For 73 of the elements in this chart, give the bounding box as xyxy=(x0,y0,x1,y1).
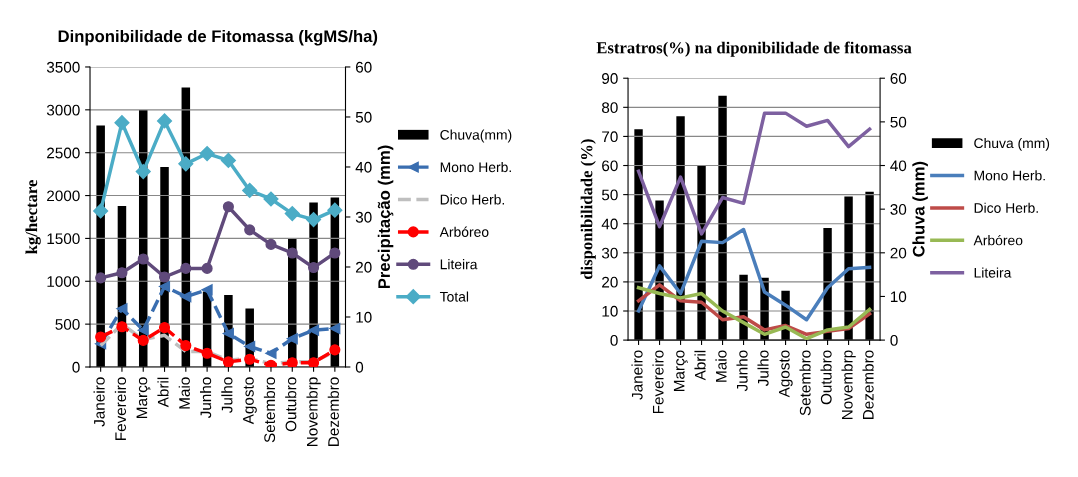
x-tick-label: Junho xyxy=(199,377,212,419)
x-tick-label: Janeiro xyxy=(93,377,105,427)
y2-tick-label: 40 xyxy=(355,161,372,173)
y2-tick-label: 10 xyxy=(890,291,907,303)
y-tick-label: 70 xyxy=(602,131,618,143)
legend-label: Mono Herb. xyxy=(440,161,511,173)
legend-label: Arbóreo xyxy=(439,226,489,237)
y2-tick-label: 30 xyxy=(355,211,372,223)
y-tick-label: 2000 xyxy=(47,190,80,202)
y2-axis-title: Precipitação (mm) xyxy=(377,145,394,289)
y-tick-label: 30 xyxy=(601,247,618,259)
y-axis-title: kg/hectare xyxy=(25,180,41,254)
x-tick-label: Junho xyxy=(736,350,748,392)
legend-label: Total xyxy=(439,291,469,302)
y-tick-label: 40 xyxy=(601,218,618,230)
y-tick-label: 0 xyxy=(610,334,618,346)
y-tick-label: 0 xyxy=(72,361,80,373)
x-tick-label: Fevereiro xyxy=(114,377,127,440)
y2-tick-label: 60 xyxy=(890,73,907,84)
legend-label: Arbóreo xyxy=(973,234,1023,246)
x-tick-label: Julho xyxy=(221,377,233,414)
y-tick-label: 1000 xyxy=(47,276,80,287)
y-tick-label: 80 xyxy=(601,102,618,114)
legend-label: Mono Herb. xyxy=(974,170,1045,181)
y2-tick-label: 20 xyxy=(355,261,372,273)
y-tick-label: 1500 xyxy=(47,233,80,245)
x-tick-label: Agosto xyxy=(779,350,793,398)
legend-label: Liteira xyxy=(440,259,478,270)
y2-tick-label: 40 xyxy=(890,160,907,172)
x-tick-label: Março xyxy=(136,377,151,418)
legend-label: Chuva (mm) xyxy=(974,137,1050,151)
legend-label: Liteira xyxy=(974,267,1012,278)
x-tick-label: Dezembro xyxy=(862,350,874,420)
x-tick-label: Maio xyxy=(178,377,190,409)
x-tick-label: Fevereiro xyxy=(652,350,664,414)
legend-label: Dico Herb. xyxy=(974,202,1038,213)
x-tick-label: Dezembro xyxy=(327,377,339,446)
y-axis-title: disponibilidade (%) xyxy=(580,139,596,280)
y2-tick-label: 10 xyxy=(356,311,372,323)
x-tick-label: Outubro xyxy=(820,350,832,405)
chart-title: Estratros(%) na diponibilidade de fitomassa xyxy=(596,41,912,57)
y2-tick-label: 30 xyxy=(890,204,907,215)
y2-tick-label: 20 xyxy=(890,247,907,259)
y-tick-label: 20 xyxy=(602,276,618,288)
y-tick-label: 500 xyxy=(55,319,80,330)
legend-label: Chuva(mm) xyxy=(440,129,512,143)
y2-tick-label: 50 xyxy=(355,111,372,123)
x-tick-label: Setembro xyxy=(263,377,276,443)
x-tick-label: Setembro xyxy=(799,350,811,416)
x-tick-label: Julho xyxy=(757,350,769,387)
y2-tick-label: 60 xyxy=(356,61,372,73)
y-tick-label: 2500 xyxy=(47,147,80,159)
x-tick-label: Agosto xyxy=(243,377,257,425)
y-tick-label: 60 xyxy=(602,160,618,172)
x-tick-label: Novembrp xyxy=(306,377,321,446)
x-tick-label: Maio xyxy=(715,350,727,382)
y-tick-label: 50 xyxy=(601,189,618,201)
y2-tick-label: 0 xyxy=(355,361,364,373)
x-tick-label: Abril xyxy=(157,377,169,408)
x-tick-label: Novembrp xyxy=(841,350,856,420)
x-tick-label: Abril xyxy=(694,350,706,381)
y-tick-label: 3500 xyxy=(46,61,80,73)
y-tick-label: 3000 xyxy=(46,104,80,116)
legend-label: Dico Herb. xyxy=(440,194,504,205)
y2-axis-title: Chuva (mm) xyxy=(912,161,928,257)
y2-tick-label: 50 xyxy=(890,116,907,128)
y-tick-label: 90 xyxy=(602,73,618,84)
x-tick-label: Março xyxy=(673,350,688,392)
x-tick-label: Janeiro xyxy=(631,350,643,400)
x-tick-label: Outubro xyxy=(285,377,297,432)
y-tick-label: 10 xyxy=(602,305,618,317)
chart-title: Dinponibilidade de Fitomassa (kgMS/ha) xyxy=(58,29,378,46)
y2-tick-label: 0 xyxy=(890,334,898,346)
